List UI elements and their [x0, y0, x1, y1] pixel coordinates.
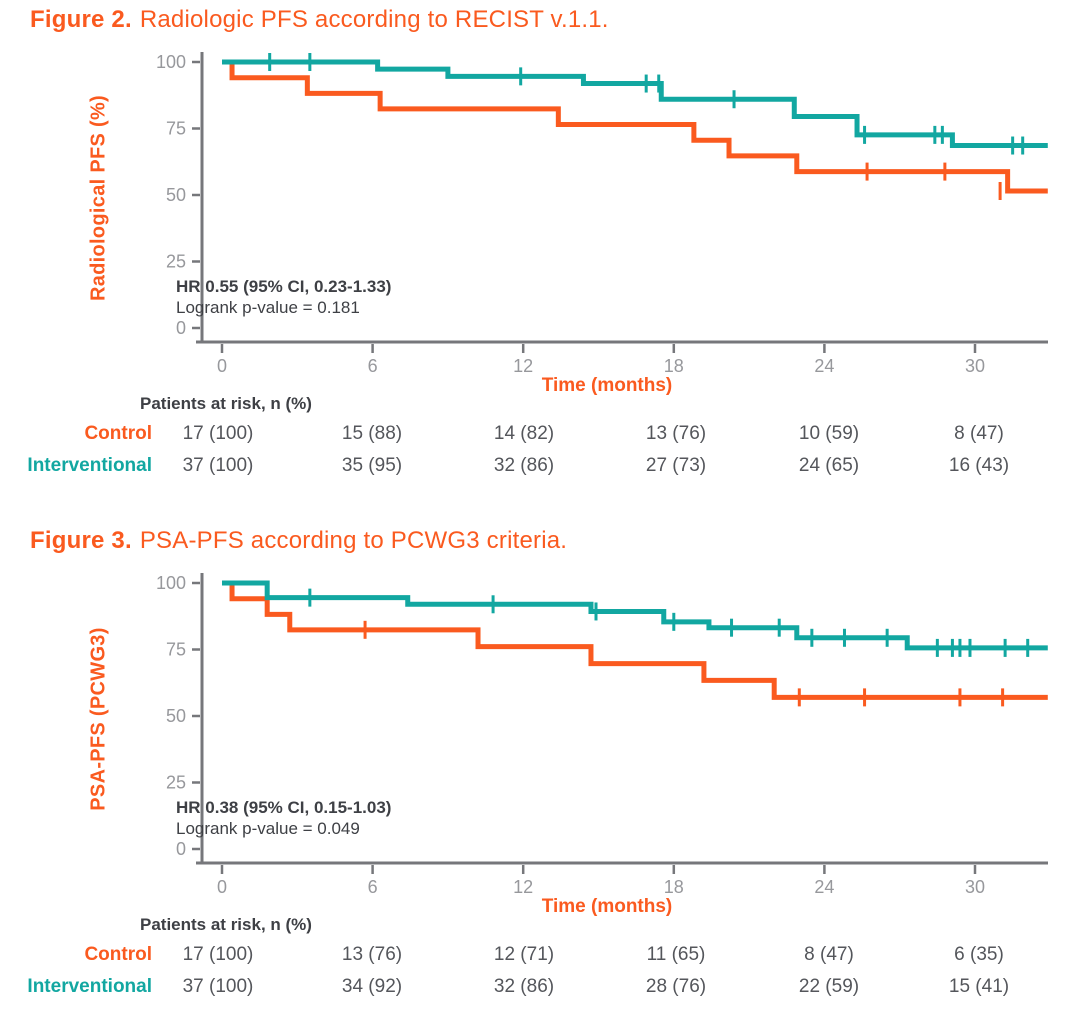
risk-row-label-control: Control [84, 423, 152, 444]
x-tick-label: 6 [368, 877, 378, 897]
risk-value: 27 (73) [645, 455, 707, 476]
risk-value: 37 (100) [182, 976, 254, 997]
y-tick-label: 50 [166, 185, 186, 205]
figure-3-title: Figure 3. PSA-PFS according to PCWG3 crit… [30, 527, 567, 555]
risk-value: 17 (100) [182, 423, 254, 444]
risk-value: 10 (59) [798, 423, 860, 444]
risk-value: 11 (65) [646, 944, 706, 965]
figure-3-title-text: PSA-PFS according to PCWG3 criteria. [139, 527, 568, 554]
km-chart-figure-3: 0 25 50 75 100 0 6 12 18 24 30 [156, 573, 1048, 897]
risk-value: 24 (65) [798, 455, 860, 476]
risk-value: 32 (86) [493, 976, 555, 997]
y-tick-label: 0 [176, 318, 186, 338]
figure-2-title-text: Radiologic PFS according to RECIST v.1.1… [139, 6, 609, 33]
risk-value: 15 (41) [948, 976, 1010, 997]
x-tick-label: 24 [814, 356, 834, 376]
y-tick-label: 100 [156, 52, 186, 72]
risk-value: 34 (92) [341, 976, 403, 997]
x-tick-label: 30 [965, 877, 985, 897]
risk-value: 8 (47) [804, 944, 854, 965]
figure-2-title: Figure 2. Radiologic PFS according to REC… [30, 6, 609, 34]
x-tick-label: 0 [217, 877, 227, 897]
risk-value: 16 (43) [948, 455, 1010, 476]
risk-value: 28 (76) [645, 976, 707, 997]
y-tick-label: 100 [156, 573, 186, 593]
y-tick-label: 25 [166, 252, 186, 272]
hr-annotation: HR 0.38 (95% CI, 0.15-1.03) Logrank p-va… [176, 797, 391, 839]
y-tick-label: 75 [166, 640, 186, 660]
y-tick-label: 25 [166, 773, 186, 793]
risk-value: 17 (100) [182, 944, 254, 965]
y-tick-label: 75 [166, 119, 186, 139]
risk-row-label-interventional: Interventional [27, 976, 152, 997]
risk-table: Control 17 (100) 13 (76) 12 (71) 11 (65) 8 (4… [0, 521, 1080, 1021]
hazard-ratio-text: HR 0.38 (95% CI, 0.15-1.03) [176, 798, 392, 817]
risk-table: Control 17 (100) 15 (88) 14 (82) 13 (76) 10 (… [0, 0, 1080, 500]
x-axis-label: Time (months) [541, 896, 673, 917]
figure-2: Figure 2. Radiologic PFS according to REC… [0, 0, 1080, 500]
x-tick-label: 18 [664, 356, 684, 376]
logrank-pvalue-text: Logrank p-value = 0.181 [176, 298, 360, 317]
risk-value: 35 (95) [341, 455, 403, 476]
km-chart-figure-2: 0 25 50 75 100 0 6 12 18 24 30 [156, 52, 1048, 376]
figure-2-number: Figure 2. [30, 6, 132, 33]
risk-value: 22 (59) [798, 976, 860, 997]
km-curve-control [222, 59, 1048, 194]
risk-value: 8 (47) [954, 423, 1004, 444]
x-tick-label: 18 [664, 877, 684, 897]
x-tick-label: 12 [513, 356, 533, 376]
x-axis-label: Time (months) [541, 375, 673, 396]
risk-value: 37 (100) [182, 455, 254, 476]
hazard-ratio-text: HR 0.55 (95% CI, 0.23-1.33) [176, 277, 392, 296]
x-tick-label: 30 [965, 356, 985, 376]
x-tick-label: 0 [217, 356, 227, 376]
risk-table-header: Patients at risk, n (%) [140, 915, 312, 934]
risk-value: 12 (71) [493, 944, 555, 965]
risk-value: 32 (86) [493, 455, 555, 476]
km-curve-interventional [222, 59, 1048, 149]
hr-annotation: HR 0.55 (95% CI, 0.23-1.33) Logrank p-va… [176, 276, 391, 318]
km-curve-interventional [222, 580, 1048, 651]
y-tick-label: 50 [166, 706, 186, 726]
risk-value: 13 (76) [341, 944, 403, 965]
figure-3: Figure 3. PSA-PFS according to PCWG3 crit… [0, 521, 1080, 1021]
y-tick-label: 0 [176, 839, 186, 859]
risk-table-header: Patients at risk, n (%) [140, 394, 312, 413]
risk-row-label-control: Control [84, 944, 152, 965]
risk-value: 13 (76) [645, 423, 707, 444]
km-curve-control [222, 580, 1048, 700]
x-tick-label: 6 [368, 356, 378, 376]
logrank-pvalue-text: Logrank p-value = 0.049 [176, 819, 360, 838]
x-tick-label: 12 [513, 877, 533, 897]
figure-3-number: Figure 3. [30, 527, 132, 554]
risk-value: 14 (82) [493, 423, 555, 444]
x-tick-label: 24 [814, 877, 834, 897]
risk-value: 6 (35) [954, 944, 1004, 965]
risk-row-label-interventional: Interventional [27, 455, 152, 476]
risk-value: 15 (88) [341, 423, 403, 444]
